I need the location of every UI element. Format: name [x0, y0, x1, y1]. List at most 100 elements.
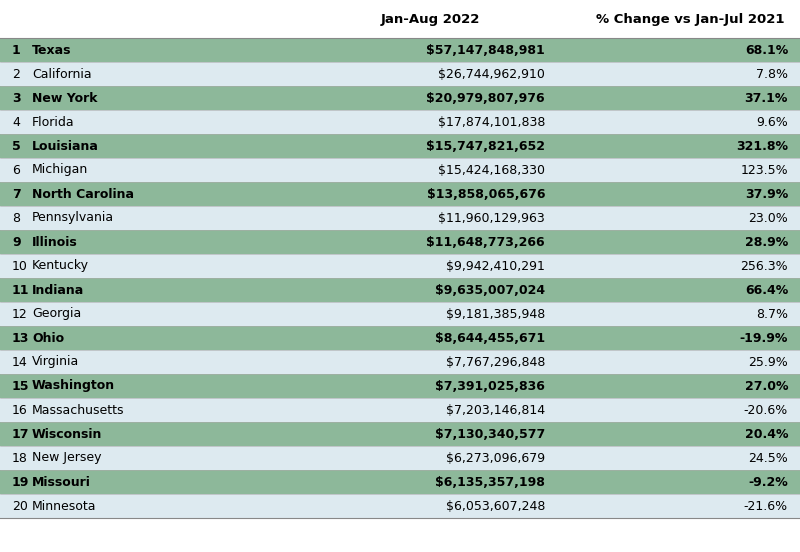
Bar: [0, 278, 800, 302]
Text: Jan-Aug 2022: Jan-Aug 2022: [380, 13, 480, 25]
Bar: [0, 86, 800, 110]
Bar: [0, 326, 800, 350]
Text: New Jersey: New Jersey: [32, 452, 102, 464]
Text: 10: 10: [12, 259, 28, 273]
Text: 8: 8: [12, 211, 20, 225]
Text: 7: 7: [12, 188, 21, 200]
Text: $6,273,096,679: $6,273,096,679: [446, 452, 545, 464]
Bar: [0, 470, 800, 494]
Bar: [0, 422, 800, 446]
Text: $6,053,607,248: $6,053,607,248: [446, 500, 545, 512]
Text: 15: 15: [12, 380, 30, 392]
Text: 17: 17: [12, 427, 30, 440]
Bar: [0, 182, 800, 206]
Text: 7.8%: 7.8%: [756, 67, 788, 81]
Text: Ohio: Ohio: [32, 332, 64, 344]
Text: 16: 16: [12, 404, 28, 417]
Text: Louisiana: Louisiana: [32, 140, 99, 152]
Text: 27.0%: 27.0%: [745, 380, 788, 392]
Text: Virginia: Virginia: [32, 355, 79, 369]
Text: 6: 6: [12, 163, 20, 177]
Text: 28.9%: 28.9%: [745, 236, 788, 248]
Bar: [0, 254, 800, 278]
Text: 9: 9: [12, 236, 21, 248]
Bar: [0, 110, 800, 134]
Text: Washington: Washington: [32, 380, 115, 392]
Text: -21.6%: -21.6%: [744, 500, 788, 512]
Text: 37.9%: 37.9%: [745, 188, 788, 200]
Text: $13,858,065,676: $13,858,065,676: [426, 188, 545, 200]
Text: -20.6%: -20.6%: [744, 404, 788, 417]
Text: $9,181,385,948: $9,181,385,948: [446, 307, 545, 321]
Text: $11,960,129,963: $11,960,129,963: [438, 211, 545, 225]
Text: $17,874,101,838: $17,874,101,838: [438, 115, 545, 129]
Text: 68.1%: 68.1%: [745, 44, 788, 56]
Text: Illinois: Illinois: [32, 236, 78, 248]
Text: Missouri: Missouri: [32, 475, 91, 489]
Text: 123.5%: 123.5%: [740, 163, 788, 177]
Bar: [0, 374, 800, 398]
Text: 9.6%: 9.6%: [756, 115, 788, 129]
Text: 321.8%: 321.8%: [736, 140, 788, 152]
Bar: [0, 446, 800, 470]
Text: $8,644,455,671: $8,644,455,671: [435, 332, 545, 344]
Text: 2: 2: [12, 67, 20, 81]
Bar: [0, 302, 800, 326]
Text: $6,135,357,198: $6,135,357,198: [435, 475, 545, 489]
Text: Wisconsin: Wisconsin: [32, 427, 102, 440]
Text: Minnesota: Minnesota: [32, 500, 97, 512]
Bar: [0, 230, 800, 254]
Text: California: California: [32, 67, 92, 81]
Text: Kentucky: Kentucky: [32, 259, 89, 273]
Text: $11,648,773,266: $11,648,773,266: [426, 236, 545, 248]
Text: $9,635,007,024: $9,635,007,024: [435, 284, 545, 296]
Text: 3: 3: [12, 92, 21, 104]
Text: Indiana: Indiana: [32, 284, 84, 296]
Bar: [0, 398, 800, 422]
Text: Michigan: Michigan: [32, 163, 88, 177]
Text: $7,767,296,848: $7,767,296,848: [446, 355, 545, 369]
Text: -9.2%: -9.2%: [748, 475, 788, 489]
Bar: [0, 494, 800, 518]
Text: $9,942,410,291: $9,942,410,291: [446, 259, 545, 273]
Text: Pennsylvania: Pennsylvania: [32, 211, 114, 225]
Text: 11: 11: [12, 284, 30, 296]
Text: 23.0%: 23.0%: [748, 211, 788, 225]
Text: $15,424,168,330: $15,424,168,330: [438, 163, 545, 177]
Text: $20,979,807,976: $20,979,807,976: [426, 92, 545, 104]
Text: 20: 20: [12, 500, 28, 512]
Text: Massachusetts: Massachusetts: [32, 404, 125, 417]
Text: 25.9%: 25.9%: [748, 355, 788, 369]
Text: 1: 1: [12, 44, 21, 56]
Text: 12: 12: [12, 307, 28, 321]
Text: 256.3%: 256.3%: [740, 259, 788, 273]
Text: 19: 19: [12, 475, 30, 489]
Text: 13: 13: [12, 332, 30, 344]
Text: 24.5%: 24.5%: [748, 452, 788, 464]
Text: $7,203,146,814: $7,203,146,814: [446, 404, 545, 417]
Text: 37.1%: 37.1%: [745, 92, 788, 104]
Text: 5: 5: [12, 140, 21, 152]
Text: -19.9%: -19.9%: [740, 332, 788, 344]
Text: $26,744,962,910: $26,744,962,910: [438, 67, 545, 81]
Bar: [0, 62, 800, 86]
Text: Texas: Texas: [32, 44, 71, 56]
Bar: [0, 38, 800, 62]
Text: Georgia: Georgia: [32, 307, 82, 321]
Text: 18: 18: [12, 452, 28, 464]
Text: % Change vs Jan-Jul 2021: % Change vs Jan-Jul 2021: [596, 13, 784, 25]
Bar: [0, 134, 800, 158]
Text: 8.7%: 8.7%: [756, 307, 788, 321]
Text: New York: New York: [32, 92, 98, 104]
Text: 66.4%: 66.4%: [745, 284, 788, 296]
Text: 4: 4: [12, 115, 20, 129]
Text: $57,147,848,981: $57,147,848,981: [426, 44, 545, 56]
Text: 20.4%: 20.4%: [745, 427, 788, 440]
Text: Florida: Florida: [32, 115, 74, 129]
Text: 14: 14: [12, 355, 28, 369]
Text: $15,747,821,652: $15,747,821,652: [426, 140, 545, 152]
Bar: [0, 206, 800, 230]
Bar: [0, 350, 800, 374]
Text: $7,130,340,577: $7,130,340,577: [434, 427, 545, 440]
Text: $7,391,025,836: $7,391,025,836: [435, 380, 545, 392]
